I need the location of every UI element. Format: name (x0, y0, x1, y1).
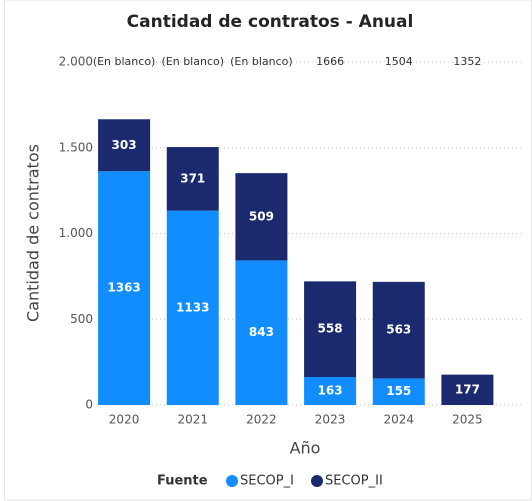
data-label: 177 (455, 382, 480, 396)
y-tick-label: 0 (85, 398, 93, 412)
top-label: (En blanco) (230, 55, 293, 68)
legend-marker (226, 475, 238, 487)
chart-title: Cantidad de contratos - Anual (127, 12, 414, 32)
bar-segment (372, 281, 425, 379)
bar-segment (166, 210, 219, 405)
legend-title: Fuente (157, 474, 208, 489)
bar-segment (235, 260, 288, 405)
x-tick-label: 2024 (383, 413, 414, 427)
x-tick-label: 2022 (246, 413, 277, 427)
data-label: 371 (180, 171, 205, 185)
top-label: 1352 (453, 55, 481, 68)
y-tick-label: 500 (70, 312, 93, 326)
legend-label: SECOP_I (240, 474, 294, 489)
bar-segment (235, 173, 288, 261)
bar-segment (304, 281, 357, 378)
data-label: 303 (112, 138, 137, 152)
bar-segment (441, 374, 494, 405)
bar-segment (304, 377, 357, 405)
top-label: (En blanco) (161, 55, 224, 68)
y-axis-label: Cantidad de contratos (24, 144, 43, 322)
top-label: 1666 (316, 55, 344, 68)
data-label: 155 (386, 384, 411, 398)
y-tick-label: 2.000 (59, 55, 93, 69)
x-axis-label: Año (290, 439, 321, 458)
x-tick-label: 2025 (452, 413, 483, 427)
x-tick-label: 2020 (109, 413, 140, 427)
data-label: 558 (318, 322, 343, 336)
data-label: 1133 (176, 300, 209, 314)
x-tick-label: 2023 (315, 413, 346, 427)
top-label: (En blanco) (93, 55, 156, 68)
y-tick-label: 1.000 (59, 226, 93, 240)
legend-marker (311, 475, 323, 487)
y-tick-label: 1.500 (59, 140, 93, 154)
bar-segment (166, 147, 219, 211)
bar-segment (372, 378, 425, 405)
data-label: 163 (318, 384, 343, 398)
data-label: 843 (249, 325, 274, 339)
data-label: 509 (249, 209, 274, 223)
top-label: 1504 (385, 55, 413, 68)
legend-label: SECOP_II (325, 474, 383, 489)
data-label: 563 (386, 323, 411, 337)
bar-segment (98, 119, 151, 172)
x-tick-label: 2021 (177, 413, 208, 427)
data-label: 1363 (107, 281, 140, 295)
bar-segment (98, 171, 151, 405)
